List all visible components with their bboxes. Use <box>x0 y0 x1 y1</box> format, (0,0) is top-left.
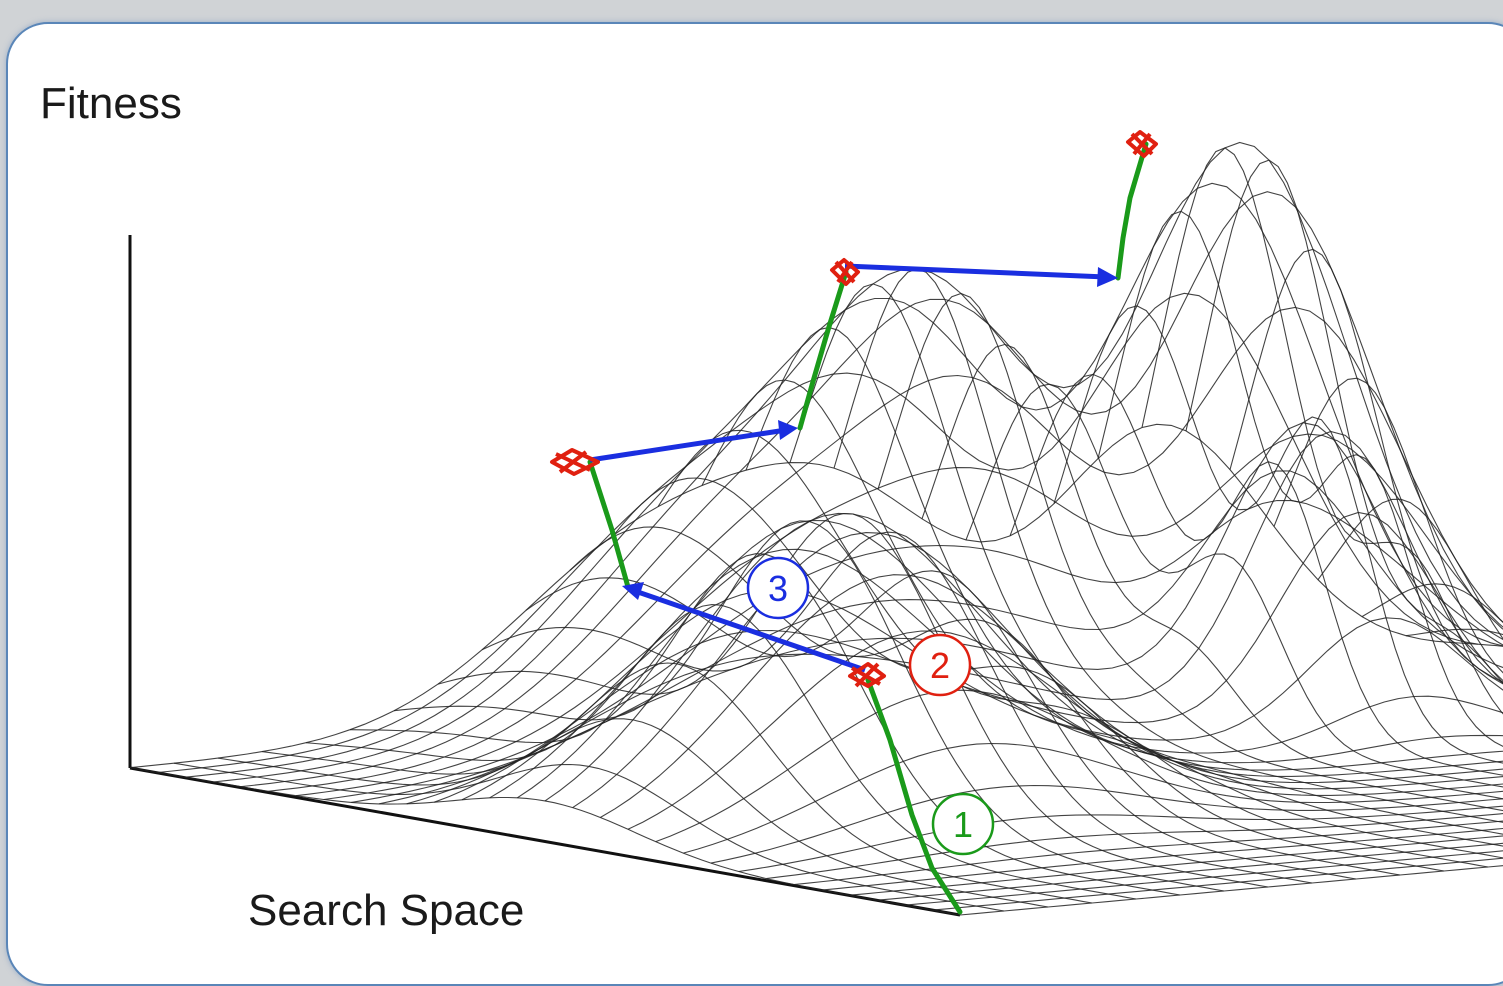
mesh-line <box>710 784 1503 864</box>
mesh-line <box>745 326 1503 847</box>
mesh-line <box>613 477 1445 872</box>
mesh-line <box>305 604 1137 900</box>
mesh-line <box>572 532 1503 809</box>
fitness-landscape-mesh <box>129 141 1503 916</box>
step-badge-1: 1 <box>931 792 995 856</box>
mesh-line <box>655 689 1503 843</box>
mesh-line <box>1053 305 1503 764</box>
jump-arrow-2 <box>589 427 787 463</box>
mesh-line <box>1449 641 1503 647</box>
mesh-line <box>921 343 1503 800</box>
mesh-line <box>683 742 1503 854</box>
mesh-line <box>1317 498 1503 640</box>
mesh-line <box>461 589 1503 801</box>
hill-climb-path-1 <box>865 677 963 915</box>
mesh-line <box>1141 147 1503 715</box>
local-optimum-markers <box>550 130 1158 688</box>
mesh-line <box>437 512 1269 888</box>
mesh-line <box>766 813 1503 880</box>
mesh-line <box>821 827 1503 891</box>
search-space-axis-label: Search Space <box>248 886 524 935</box>
optimum-marker-2 <box>550 448 600 476</box>
jump-arrow-1-head <box>622 582 644 600</box>
svg-text:3: 3 <box>768 568 788 609</box>
mesh-line <box>876 842 1503 901</box>
mesh-line <box>1009 373 1503 776</box>
mesh-line <box>295 433 1503 797</box>
mesh-line <box>217 718 1049 908</box>
jump-arrow-1 <box>631 587 866 673</box>
fitness-axis-label: Fitness <box>40 79 182 128</box>
mesh-line <box>793 820 1503 886</box>
mesh-line <box>959 865 1503 916</box>
hill-climb-path-2 <box>587 459 631 590</box>
mesh-line <box>600 574 1503 818</box>
svg-text:2: 2 <box>930 645 950 686</box>
jump-arrow-2-head <box>778 420 798 440</box>
mesh-line <box>833 268 1503 823</box>
jump-arrows <box>589 263 1118 673</box>
mesh-line <box>1361 583 1503 624</box>
mesh-line <box>965 383 1503 788</box>
mesh-line <box>627 630 1503 830</box>
mesh-line <box>904 850 1503 906</box>
hill-climb-path-3 <box>797 269 849 431</box>
mesh-line <box>932 857 1503 911</box>
hill-climb-paths <box>587 141 1149 915</box>
optimum-marker-1 <box>848 662 886 688</box>
jump-arrow-3 <box>844 263 1107 280</box>
mesh-line <box>1185 159 1503 684</box>
svg-text:1: 1 <box>953 804 973 845</box>
mesh-line <box>481 531 1313 884</box>
step-badge-2: 2 <box>908 633 972 697</box>
mesh-line <box>1273 377 1503 674</box>
optimum-marker-4 <box>1126 130 1158 158</box>
mesh-line <box>1229 248 1503 685</box>
hill-climb-path-4 <box>1115 141 1149 281</box>
step-badge-3: 3 <box>746 556 810 620</box>
jump-arrow-3-head <box>1097 267 1118 287</box>
slide-background: Fitness Search Space <box>6 22 1503 986</box>
mesh-line <box>877 292 1503 812</box>
mesh-line <box>1097 210 1503 748</box>
mesh-line <box>849 835 1503 896</box>
fitness-landscape-diagram: Fitness Search Space <box>40 79 1503 935</box>
optimum-marker-3 <box>830 258 860 286</box>
